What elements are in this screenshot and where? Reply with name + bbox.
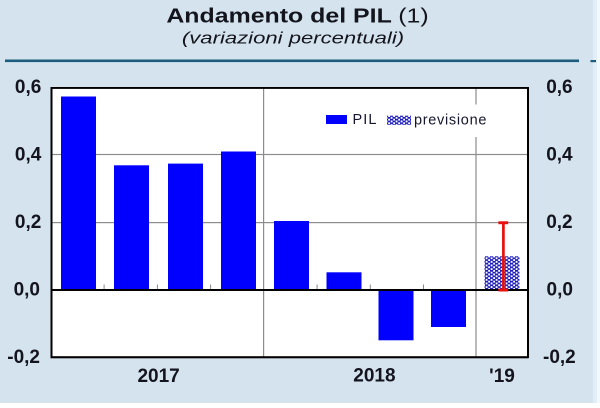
svg-text:0,4: 0,4 (546, 145, 573, 166)
svg-text:-0,2: -0,2 (7, 347, 40, 368)
svg-text:0,0: 0,0 (14, 280, 40, 301)
svg-text:-0,2: -0,2 (543, 347, 576, 368)
svg-text:2017: 2017 (137, 366, 179, 387)
svg-text:0,2: 0,2 (546, 212, 572, 233)
svg-text:PIL: PIL (353, 112, 378, 128)
svg-text:0,4: 0,4 (15, 145, 42, 166)
svg-text:(variazioni percentuali): (variazioni percentuali) (182, 29, 404, 48)
svg-text:0,6: 0,6 (546, 77, 572, 98)
svg-text:0,0: 0,0 (547, 280, 573, 301)
svg-text:0,6: 0,6 (15, 77, 41, 98)
svg-text:2018: 2018 (353, 366, 395, 387)
svg-text:Andamento del PIL (1): Andamento del PIL (1) (166, 5, 428, 27)
svg-text:previsione: previsione (414, 113, 487, 129)
svg-text:0,2: 0,2 (15, 212, 41, 233)
svg-text:'19: '19 (489, 366, 515, 387)
